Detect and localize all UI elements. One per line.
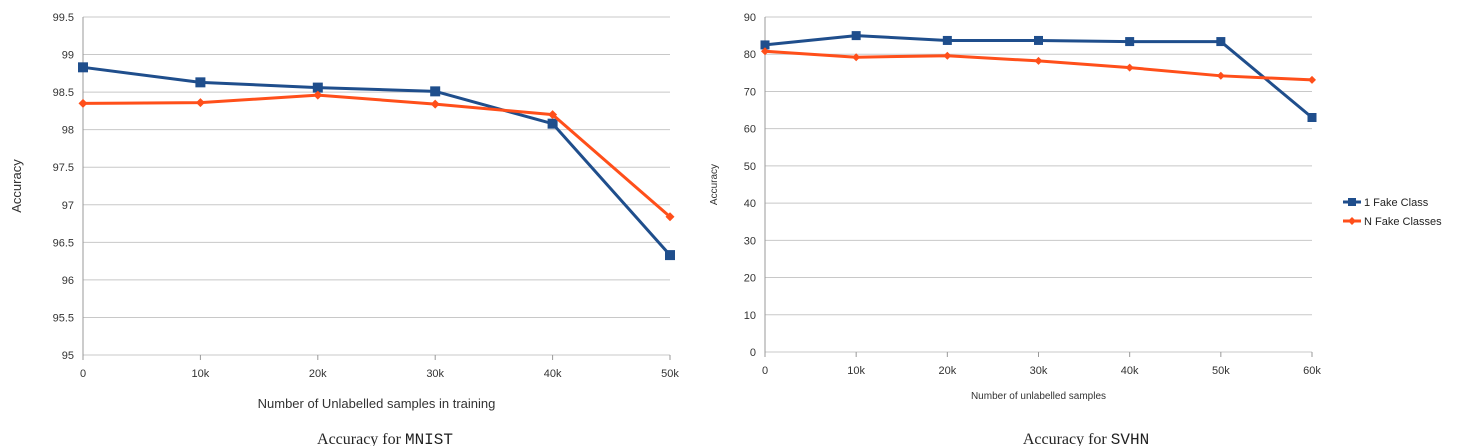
- y-tick-label: 60: [744, 124, 756, 136]
- data-point-n-fake-classes: [1216, 71, 1225, 80]
- x-tick-label: 30k: [1030, 365, 1048, 377]
- x-tick-label: 40k: [544, 368, 562, 380]
- x-axis-title: Number of Unlabelled samples in training: [258, 396, 496, 411]
- data-point-n-fake-classes: [943, 51, 952, 60]
- x-tick-label: 30k: [426, 368, 444, 380]
- data-point-one-fake-class: [1216, 37, 1226, 47]
- y-axis-title: Accuracy: [709, 164, 720, 205]
- data-point-n-fake-classes: [313, 90, 323, 100]
- y-tick-label: 98.5: [53, 87, 74, 99]
- data-point-n-fake-classes: [195, 98, 205, 108]
- mnist-caption: Accuracy for MNIST: [317, 431, 453, 446]
- data-point-one-fake-class: [760, 40, 770, 50]
- y-tick-label: 95: [62, 350, 74, 362]
- y-tick-label: 0: [750, 347, 756, 359]
- mnist-caption-code: MNIST: [405, 431, 453, 446]
- series-line-n-fake-classes: [82, 93, 671, 218]
- series-line-one-fake-class: [82, 65, 672, 257]
- svhn-chart: 0 10 20 30 40 50 60 70 80 90 0 10k 20k 30k 40k 50k 60k Nu…: [709, 12, 1321, 402]
- x-tick-label: 50k: [1212, 365, 1230, 377]
- y-axis-title: Accuracy: [9, 159, 24, 213]
- data-point-one-fake-class: [1307, 113, 1317, 122]
- data-point-n-fake-classes: [1308, 75, 1316, 84]
- legend-marker-square: [1348, 198, 1356, 206]
- y-tick-label: 10: [744, 310, 756, 322]
- y-tick-label: 40: [744, 198, 756, 210]
- x-tick-label: 20k: [938, 365, 956, 377]
- legend-marker-diamond: [1348, 217, 1356, 225]
- data-point-n-fake-classes: [761, 47, 769, 56]
- legend: 1 Fake Class N Fake Classes: [1343, 197, 1442, 228]
- y-tick-label: 70: [744, 86, 756, 98]
- y-tick-label: 95.5: [53, 312, 74, 324]
- svhn-caption-prefix: Accuracy for: [1023, 431, 1111, 446]
- x-tick-label: 40k: [1121, 365, 1139, 377]
- legend-label: 1 Fake Class: [1364, 197, 1429, 209]
- y-tick-label: 99.5: [53, 12, 74, 24]
- series-line-n-fake-classes: [764, 49, 1313, 82]
- x-tick-label: 10k: [847, 365, 865, 377]
- data-point-one-fake-class: [195, 77, 206, 88]
- y-tick-label: 30: [744, 235, 756, 247]
- x-tick-label: 50k: [661, 368, 679, 380]
- data-point-one-fake-class: [430, 86, 441, 97]
- data-point-n-fake-classes: [78, 98, 88, 108]
- data-point-one-fake-class: [942, 35, 952, 45]
- data-point-n-fake-classes: [665, 212, 675, 222]
- y-tick-label: 98: [62, 125, 74, 137]
- x-tick-label: 20k: [309, 368, 327, 380]
- svhn-caption-code: SVHN: [1111, 431, 1149, 446]
- legend-label: N Fake Classes: [1364, 216, 1442, 228]
- y-tick-label: 50: [744, 161, 756, 173]
- data-point-n-fake-classes: [1125, 63, 1134, 72]
- y-tick-label: 20: [744, 273, 756, 285]
- data-point-one-fake-class: [78, 62, 88, 73]
- data-point-n-fake-classes: [430, 99, 440, 109]
- svhn-caption: Accuracy for SVHN: [1023, 431, 1149, 446]
- data-point-n-fake-classes: [548, 110, 558, 120]
- data-point-n-fake-classes: [1034, 56, 1043, 65]
- mnist-chart: 95 95.5 96 96.5 97 97.5 98 98.5 99 99.5 0 10k 20k 30k…: [9, 12, 679, 411]
- y-tick-label: 99: [62, 50, 74, 62]
- x-tick-label: 0: [762, 365, 768, 377]
- data-point-one-fake-class: [665, 250, 675, 261]
- y-tick-label: 97.5: [53, 162, 74, 174]
- x-axis-title: Number of unlabelled samples: [971, 391, 1106, 402]
- mnist-caption-prefix: Accuracy for: [317, 431, 405, 446]
- data-point-one-fake-class: [1125, 37, 1135, 47]
- data-point-one-fake-class: [312, 82, 323, 93]
- y-tick-label: 96.5: [53, 237, 74, 249]
- data-point-n-fake-classes: [852, 53, 861, 62]
- y-tick-label: 80: [744, 49, 756, 61]
- data-point-one-fake-class: [851, 31, 861, 41]
- y-tick-label: 96: [62, 275, 74, 287]
- x-tick-label: 10k: [192, 368, 210, 380]
- data-point-one-fake-class: [1034, 35, 1043, 45]
- x-tick-label: 60k: [1303, 365, 1321, 377]
- y-tick-label: 97: [62, 200, 74, 212]
- x-tick-label: 0: [80, 368, 86, 380]
- data-point-one-fake-class: [547, 118, 558, 129]
- y-tick-label: 90: [744, 12, 756, 24]
